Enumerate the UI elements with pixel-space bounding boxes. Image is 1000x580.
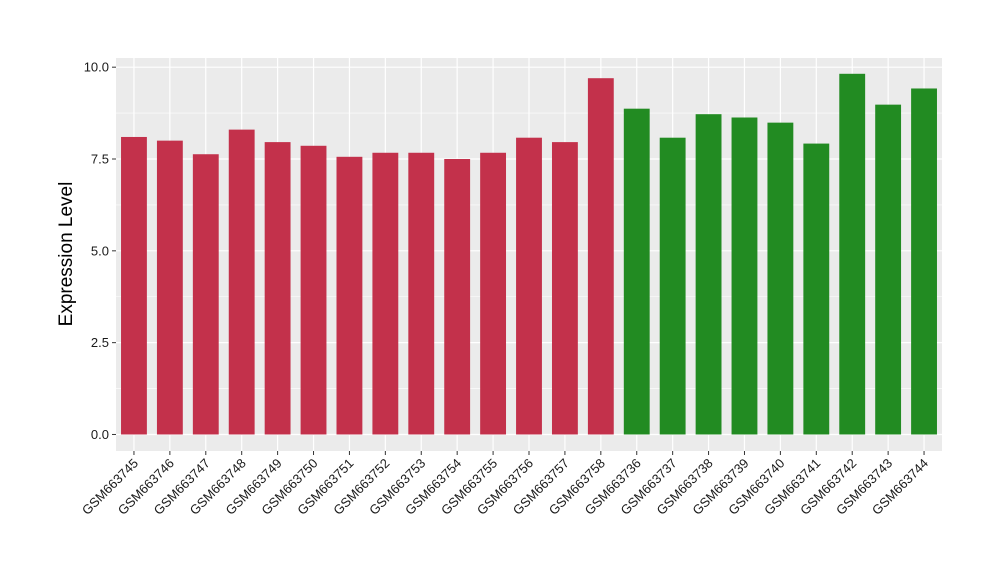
bar-GSM663736 — [623, 108, 650, 435]
bar-GSM663751 — [336, 156, 363, 435]
bar-GSM663753 — [408, 152, 435, 435]
y-tick-label: 0.0 — [91, 427, 109, 442]
bar-GSM663755 — [480, 152, 507, 435]
y-tick-label: 5.0 — [91, 243, 109, 258]
bar-GSM663747 — [192, 154, 219, 435]
bar-GSM663758 — [587, 78, 614, 435]
bar-GSM663738 — [695, 114, 722, 435]
bar-GSM663742 — [839, 73, 866, 435]
bar-GSM663743 — [875, 104, 902, 435]
bar-GSM663750 — [300, 145, 327, 435]
y-tick-label: 2.5 — [91, 335, 109, 350]
bar-GSM663757 — [551, 142, 578, 435]
bar-GSM663741 — [803, 143, 830, 435]
bar-GSM663756 — [516, 137, 542, 435]
bar-GSM663739 — [731, 117, 758, 435]
y-axis-title: Expression Level — [56, 182, 77, 327]
bar-GSM663746 — [156, 140, 183, 435]
bar-GSM663749 — [264, 142, 291, 435]
bar-GSM663744 — [911, 88, 937, 435]
bars — [121, 73, 937, 435]
y-tick-label: 7.5 — [91, 152, 109, 167]
y-tick-label: 10.0 — [84, 60, 109, 75]
y-axis: 0.0 2.5 5.0 7.5 10.0 — [84, 60, 116, 442]
x-axis: GSM663745GSM663746GSM663747GSM663748GSM6… — [79, 451, 931, 518]
bar-GSM663737 — [659, 137, 686, 435]
bar-GSM663754 — [444, 159, 471, 435]
bar-GSM663740 — [767, 122, 794, 435]
bar-GSM663748 — [228, 129, 255, 435]
bar-GSM663752 — [372, 152, 399, 435]
bar-GSM663745 — [121, 136, 147, 435]
